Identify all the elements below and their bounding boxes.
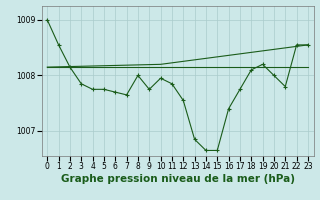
- X-axis label: Graphe pression niveau de la mer (hPa): Graphe pression niveau de la mer (hPa): [60, 174, 295, 184]
